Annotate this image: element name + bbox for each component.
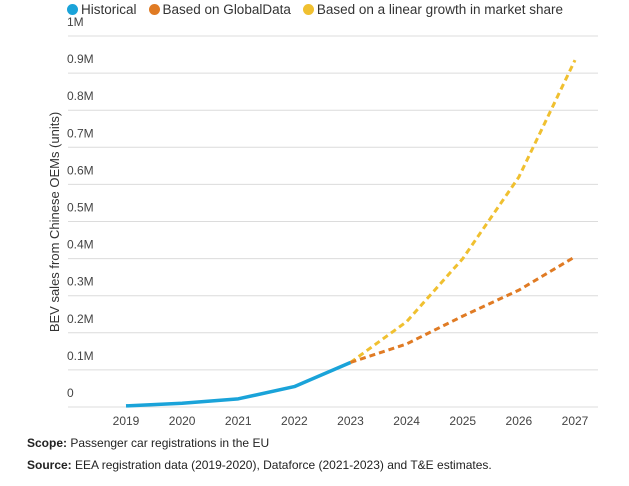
series-line-based-on-a-linear-growth-in-market-share bbox=[349, 59, 577, 364]
y-tick-label: 1M bbox=[67, 15, 84, 29]
series-line-based-on-globaldata bbox=[350, 255, 576, 364]
source-label: Source: bbox=[27, 458, 72, 472]
y-tick-label: 0.3M bbox=[67, 275, 94, 289]
x-tick-label: 2024 bbox=[393, 414, 420, 428]
legend-dot-icon bbox=[302, 4, 314, 15]
x-tick-label: 2025 bbox=[449, 414, 476, 428]
y-tick-label: 0 bbox=[67, 386, 74, 400]
line-chart: 0 0.1M 0.2M 0.3M 0.4M 0.5M 0.6M 0.7M 0.8M 0.9M 1M 2… bbox=[47, 15, 598, 428]
legend-dot-icon bbox=[148, 4, 160, 15]
x-tick-label: 2020 bbox=[169, 414, 196, 428]
source-note: Source: EEA registration data (2019-2020… bbox=[27, 458, 492, 472]
y-tick-label: 0.6M bbox=[67, 163, 94, 177]
y-tick-label: 0.7M bbox=[67, 126, 94, 140]
legend-label: Based on GlobalData bbox=[162, 2, 291, 17]
series-line-historical bbox=[125, 360, 352, 408]
scope-note: Scope: Passenger car registrations in th… bbox=[27, 436, 269, 450]
x-tick-label: 2026 bbox=[506, 414, 533, 428]
y-tick-label: 0.9M bbox=[67, 52, 94, 66]
scope-text: Passenger car registrations in the EU bbox=[67, 436, 270, 450]
x-tick-label: 2021 bbox=[225, 414, 252, 428]
y-tick-label: 0.1M bbox=[67, 349, 94, 363]
legend-dot-icon bbox=[67, 4, 78, 15]
x-tick-label: 2027 bbox=[562, 414, 589, 428]
legend-label: Based on a linear growth in market share bbox=[316, 2, 563, 17]
legend-item: Based on GlobalData bbox=[148, 2, 291, 17]
source-text: EEA registration data (2019-2020), Dataf… bbox=[71, 458, 492, 472]
y-axis-label: BEV sales from Chinese OEMs (units) bbox=[47, 112, 62, 332]
x-tick-label: 2022 bbox=[281, 414, 308, 428]
y-tick-label: 0.5M bbox=[67, 201, 94, 215]
y-tick-label: 0.8M bbox=[67, 89, 94, 103]
scope-label: Scope: bbox=[27, 436, 68, 450]
y-tick-label: 0.4M bbox=[67, 238, 94, 252]
legend-label: Historical bbox=[81, 2, 137, 17]
chart-legend: Historical Based on GlobalData Based on a … bbox=[67, 2, 569, 17]
legend-item: Historical bbox=[67, 2, 137, 17]
x-tick-label: 2023 bbox=[337, 414, 364, 428]
x-tick-label: 2019 bbox=[113, 414, 140, 428]
legend-item: Based on a linear growth in market share bbox=[302, 2, 563, 17]
y-tick-label: 0.2M bbox=[67, 312, 94, 326]
